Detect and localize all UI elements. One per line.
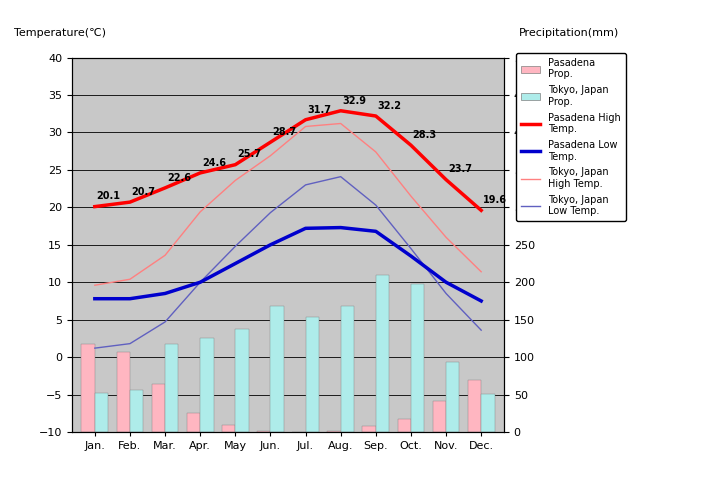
Text: 28.7: 28.7: [272, 127, 297, 137]
Text: 32.9: 32.9: [343, 96, 366, 106]
Bar: [187, 413, 200, 432]
Bar: [341, 306, 354, 432]
Bar: [165, 344, 179, 432]
Bar: [81, 344, 95, 432]
Bar: [222, 424, 235, 432]
Text: 24.6: 24.6: [202, 157, 226, 168]
Bar: [130, 390, 143, 432]
Bar: [468, 380, 481, 432]
Bar: [152, 384, 165, 432]
Text: 20.7: 20.7: [132, 187, 156, 197]
Legend: Pasadena
Prop., Tokyo, Japan
Prop., Pasadena High
Temp., Pasadena Low
Temp., Tok: Pasadena Prop., Tokyo, Japan Prop., Pasa…: [516, 53, 626, 221]
Text: 22.6: 22.6: [167, 173, 191, 183]
Bar: [376, 275, 389, 432]
Bar: [481, 394, 495, 432]
Bar: [257, 431, 271, 432]
Bar: [446, 362, 459, 432]
Bar: [235, 329, 248, 432]
Bar: [271, 306, 284, 432]
Bar: [362, 426, 376, 432]
Bar: [433, 400, 446, 432]
Text: 32.2: 32.2: [377, 101, 402, 111]
Bar: [328, 431, 341, 432]
Text: 25.7: 25.7: [237, 149, 261, 159]
Text: Precipitation(mm): Precipitation(mm): [518, 28, 618, 38]
Bar: [117, 352, 130, 432]
Bar: [305, 317, 319, 432]
Text: Temperature(℃): Temperature(℃): [14, 28, 107, 38]
Text: 23.7: 23.7: [448, 165, 472, 174]
Text: 31.7: 31.7: [307, 105, 331, 115]
Bar: [411, 285, 424, 432]
Text: 20.1: 20.1: [96, 192, 120, 202]
Bar: [397, 419, 411, 432]
Bar: [95, 393, 108, 432]
Text: 19.6: 19.6: [483, 195, 507, 205]
Bar: [200, 338, 214, 432]
Text: 28.3: 28.3: [413, 130, 437, 140]
